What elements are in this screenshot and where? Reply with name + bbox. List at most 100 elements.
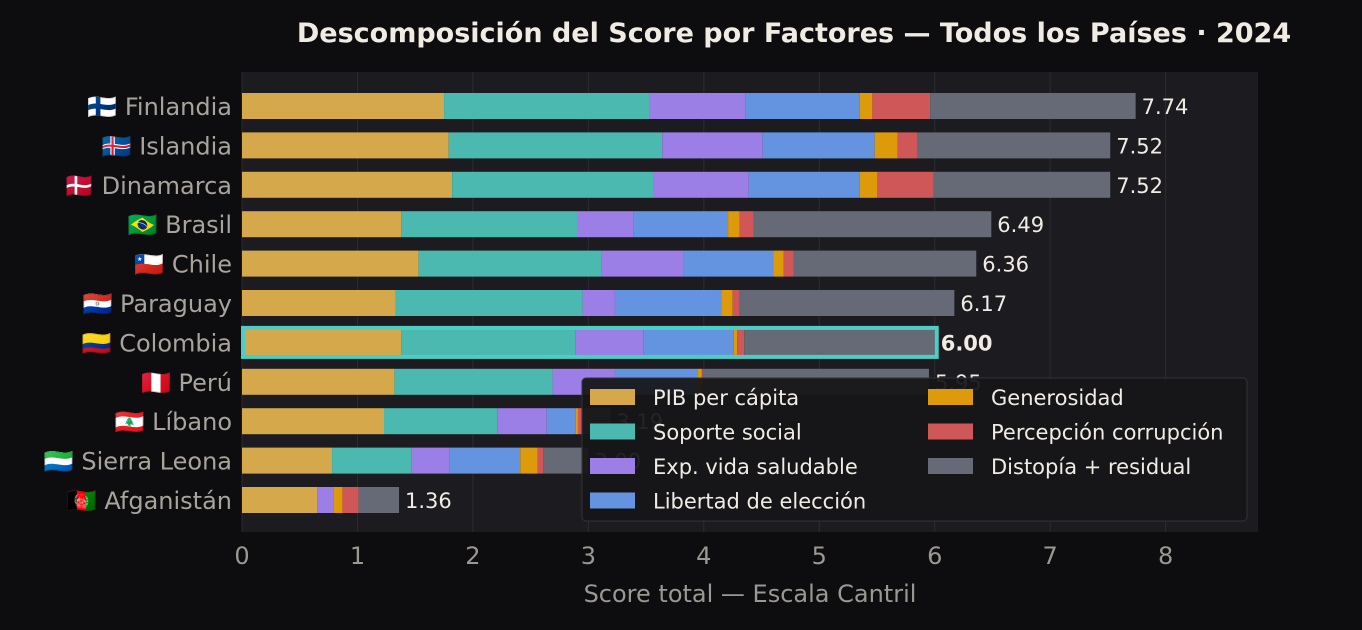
bar-segment xyxy=(575,329,644,356)
bar-segment xyxy=(917,132,1111,159)
bar-segment xyxy=(401,329,576,356)
y-tick-label: 🇨🇴 Colombia xyxy=(82,329,232,357)
bar-segment xyxy=(577,408,584,435)
bar-segment xyxy=(577,211,634,238)
bar-segment xyxy=(933,171,1111,198)
legend-label: Distopía + residual xyxy=(991,455,1191,479)
x-tick-label: 0 xyxy=(234,542,249,570)
total-label: 7.52 xyxy=(1116,174,1163,198)
legend-swatch xyxy=(590,458,635,474)
legend-label: Percepción corrupción xyxy=(991,421,1224,445)
bar-segment xyxy=(537,447,544,474)
total-label: 6.17 xyxy=(960,292,1007,316)
y-tick-label: 🇦🇫 Afganistán xyxy=(67,487,232,515)
bar-segment xyxy=(859,93,873,119)
bar-segment xyxy=(793,250,977,277)
bar-segment xyxy=(317,487,334,513)
legend-label: Exp. vida saludable xyxy=(653,455,858,479)
bar-segment xyxy=(242,408,385,435)
bar-segment xyxy=(930,93,1136,119)
legend-swatch xyxy=(590,389,635,405)
bar-segment xyxy=(546,408,576,435)
bar-segment xyxy=(633,211,729,238)
bar-segment xyxy=(358,487,400,513)
y-tick-label: 🇩🇰 Dinamarca xyxy=(64,172,232,200)
bar-segment xyxy=(449,447,521,474)
legend: PIB per cápita Soporte social Exp. vida sa… xyxy=(581,377,1248,522)
total-label: 6.00 xyxy=(941,331,993,355)
bar-segment xyxy=(748,171,860,198)
y-tick-label: 🇨🇱 Chile xyxy=(134,251,232,279)
legend-swatch xyxy=(928,458,973,474)
y-tick-label: 🇫🇮 Finlandia xyxy=(87,93,232,121)
legend-swatch xyxy=(590,492,635,509)
bar-segment xyxy=(643,329,734,356)
total-label: 1.36 xyxy=(405,489,452,513)
x-axis-label: Score total — Escala Cantril xyxy=(584,580,917,608)
x-tick-label: 1 xyxy=(350,542,365,570)
bar-segment xyxy=(728,211,740,238)
bar-segment xyxy=(737,329,745,356)
bar-segment xyxy=(649,93,746,119)
x-tick-label: 3 xyxy=(581,542,596,570)
legend-swatch xyxy=(928,423,973,440)
bar-segment xyxy=(497,408,547,435)
bar-segment xyxy=(242,171,453,198)
x-tick-label: 5 xyxy=(812,542,827,570)
bar-segment xyxy=(395,290,583,316)
bar-segment xyxy=(739,211,754,238)
bar-segment xyxy=(877,171,934,198)
bar-segment xyxy=(242,290,396,316)
bar-segment xyxy=(744,329,935,356)
x-tick-label: 2 xyxy=(465,542,480,570)
bar-segment xyxy=(242,487,318,513)
total-label: 6.49 xyxy=(997,213,1044,237)
bar-segment xyxy=(242,250,419,277)
legend-label: Soporte social xyxy=(653,421,802,445)
bar-segment xyxy=(721,290,733,316)
bar-segment xyxy=(242,211,402,238)
bar-segment xyxy=(242,368,395,395)
bar-segment xyxy=(401,211,578,238)
bar-segment xyxy=(342,487,359,513)
total-label: 7.74 xyxy=(1142,95,1189,119)
bar-segment xyxy=(448,132,663,159)
x-tick-label: 6 xyxy=(927,542,942,570)
bar-segment xyxy=(614,290,722,316)
legend-box xyxy=(581,377,1248,522)
highlight-outline xyxy=(241,325,939,359)
x-tick-label: 8 xyxy=(1158,542,1173,570)
bar-segment xyxy=(242,329,402,356)
legend-label: Libertad de elección xyxy=(653,490,866,514)
bar-segment xyxy=(242,93,445,119)
bar-segment xyxy=(394,368,553,395)
bar-segment xyxy=(732,290,740,316)
y-tick-label: 🇱🇧 Líbano xyxy=(115,408,232,436)
bar-segment xyxy=(411,447,450,474)
total-label: 6.36 xyxy=(982,253,1029,277)
bar-segment xyxy=(582,290,615,316)
bar-segment xyxy=(874,132,898,159)
bar-segment xyxy=(683,250,774,277)
bar-segment xyxy=(739,290,955,316)
bar-segment xyxy=(601,250,684,277)
bar-segment xyxy=(242,447,333,474)
bar-segment xyxy=(332,447,412,474)
legend-label: PIB per cápita xyxy=(653,386,799,410)
bar-segment xyxy=(543,447,589,474)
bar-segment xyxy=(418,250,602,277)
chart-title: Descomposición del Score por Factores — … xyxy=(297,18,1291,49)
y-tick-label: 🇵🇪 Perú xyxy=(141,369,232,397)
legend-swatch xyxy=(590,423,635,440)
bar-segment xyxy=(333,487,343,513)
y-tick-label: 🇵🇾 Paraguay xyxy=(82,290,232,318)
bar-segment xyxy=(452,171,654,198)
legend-label: Generosidad xyxy=(991,386,1124,410)
bar-segment xyxy=(242,132,449,159)
x-tick-label: 4 xyxy=(696,542,711,570)
bar-segment xyxy=(520,447,538,474)
bar-segment xyxy=(753,211,992,238)
y-tick-label: 🇮🇸 Islandia xyxy=(102,132,232,160)
bar-segment xyxy=(783,250,794,277)
bar-segment xyxy=(859,171,877,198)
